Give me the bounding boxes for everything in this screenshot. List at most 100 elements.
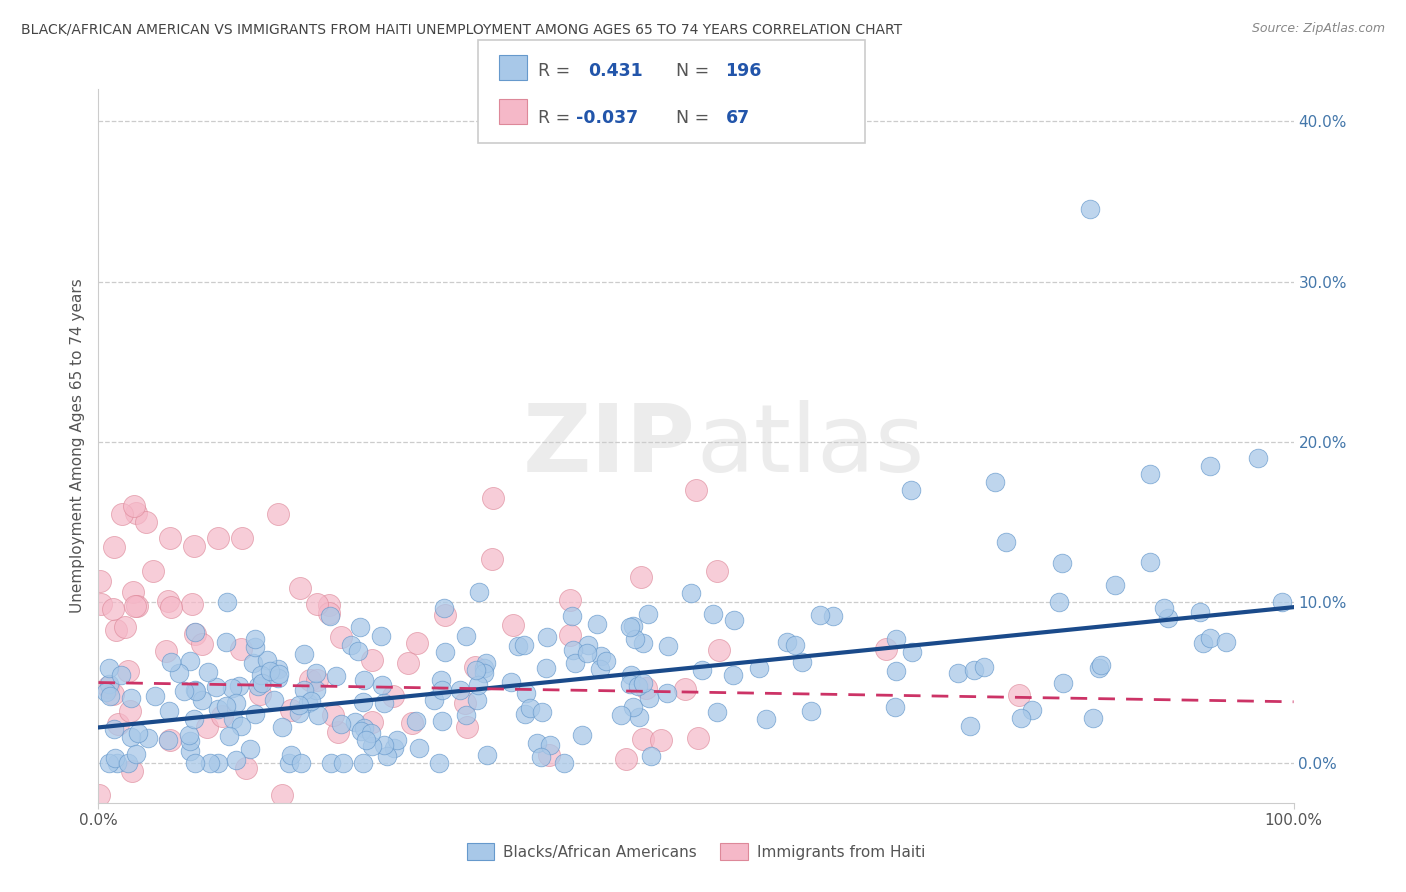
Point — [686, 731, 709, 745]
Point — [1215, 634, 1237, 648]
Point — [114, 620, 136, 634]
Point — [513, 638, 536, 652]
Point — [373, 696, 395, 710]
Point — [98, 756, 121, 770]
Point — [89, 574, 111, 589]
Point — [396, 656, 419, 670]
Text: BLACK/AFRICAN AMERICAN VS IMMIGRANTS FROM HAITI UNEMPLOYMENT AMONG AGES 65 TO 74: BLACK/AFRICAN AMERICAN VS IMMIGRANTS FRO… — [21, 22, 903, 37]
Point — [288, 706, 311, 720]
Point — [454, 708, 477, 723]
Point — [624, 632, 647, 646]
Point — [875, 641, 897, 656]
Point — [101, 602, 124, 616]
Point — [231, 531, 253, 545]
Point — [472, 665, 495, 680]
Point — [690, 663, 713, 677]
Point — [215, 595, 238, 609]
Point — [454, 696, 477, 710]
Point — [1157, 611, 1180, 625]
Text: R =: R = — [538, 62, 576, 79]
Point — [103, 751, 125, 765]
Point — [685, 483, 707, 497]
Point — [307, 708, 329, 723]
Point — [454, 628, 477, 642]
Point — [755, 712, 778, 726]
Point — [242, 657, 264, 671]
Point — [1083, 711, 1105, 725]
Point — [292, 683, 315, 698]
Point — [243, 632, 266, 646]
Point — [127, 599, 149, 613]
Point — [98, 689, 121, 703]
Point — [433, 645, 456, 659]
Point — [595, 654, 617, 668]
Point — [263, 692, 285, 706]
Point — [1139, 467, 1161, 481]
Point — [519, 701, 541, 715]
Point — [156, 733, 179, 747]
Point — [111, 507, 134, 521]
Point — [475, 748, 498, 763]
Point — [610, 707, 633, 722]
Point — [103, 723, 125, 737]
Point — [370, 629, 392, 643]
Point — [292, 647, 315, 661]
Point — [290, 756, 312, 770]
Point — [160, 600, 183, 615]
Point — [218, 729, 240, 743]
Text: Source: ZipAtlas.com: Source: ZipAtlas.com — [1251, 22, 1385, 36]
Point — [343, 715, 366, 730]
Point — [239, 742, 262, 756]
Point — [318, 598, 340, 612]
Point — [375, 749, 398, 764]
Point — [526, 736, 548, 750]
Text: R =: R = — [538, 109, 576, 127]
Point — [256, 653, 278, 667]
Point — [267, 662, 290, 676]
Point — [246, 679, 269, 693]
Point — [973, 660, 995, 674]
Point — [318, 607, 340, 621]
Point — [706, 564, 728, 578]
Point — [633, 636, 655, 650]
Point — [184, 683, 207, 698]
Point — [270, 720, 292, 734]
Point — [225, 753, 247, 767]
Point — [117, 664, 139, 678]
Point — [221, 681, 243, 696]
Point — [373, 738, 395, 752]
Point — [619, 677, 641, 691]
Point — [352, 695, 374, 709]
Point — [329, 630, 352, 644]
Point — [228, 679, 250, 693]
Point — [157, 704, 180, 718]
Text: 196: 196 — [725, 62, 762, 79]
Point — [229, 642, 252, 657]
Point — [211, 708, 233, 723]
Point — [959, 719, 981, 733]
Point — [205, 680, 228, 694]
Point — [117, 756, 139, 770]
Point — [638, 691, 661, 706]
Point — [621, 618, 644, 632]
Point — [352, 756, 374, 770]
Point — [179, 728, 201, 742]
Point — [640, 748, 662, 763]
Point — [589, 648, 612, 663]
Point — [110, 667, 132, 681]
Point — [630, 570, 652, 584]
Point — [1271, 594, 1294, 608]
Point — [299, 694, 322, 708]
Point — [619, 668, 641, 682]
Text: 67: 67 — [725, 109, 749, 127]
Point — [319, 609, 342, 624]
Point — [558, 593, 581, 607]
Point — [631, 675, 654, 690]
Point — [501, 675, 523, 690]
Point — [353, 721, 375, 735]
Point — [561, 609, 583, 624]
Point — [538, 738, 561, 752]
Point — [464, 660, 486, 674]
Point — [621, 700, 644, 714]
Point — [98, 677, 121, 691]
